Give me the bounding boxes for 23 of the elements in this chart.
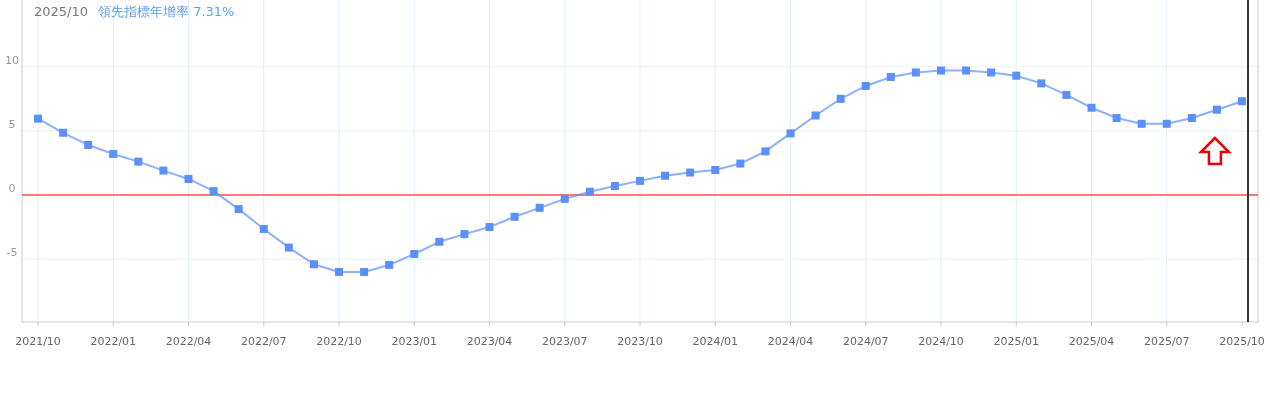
x-tick-label: 2023/07 [541,335,588,348]
x-tick-label: 2025/07 [1143,335,1190,348]
x-tick-label: 2024/04 [767,335,814,348]
x-tick-label: 2021/10 [15,335,61,348]
x-tick-label: 2022/07 [240,335,287,348]
x-tick-label: 2025/01 [993,335,1040,348]
x-tick-label: 2023/04 [466,335,513,348]
y-tick-label: 5 [8,117,16,131]
x-tick-label: 2024/10 [918,335,964,348]
y-tick-label: -5 [6,246,18,260]
chart-subtitle: 領先指標年增率 7.31% [98,4,235,19]
x-tick-label: 2023/01 [391,335,438,348]
x-tick-label: 2024/07 [842,335,889,348]
x-tick-label: 2022/01 [90,335,137,348]
y-tick-label: 0 [8,182,16,195]
x-tick-label: 2023/10 [617,335,663,348]
y-tick-label: 10 [5,53,19,67]
chart-title: 2025/10 [34,4,89,19]
x-tick-label: 2025/10 [1219,335,1265,348]
x-tick-label: 2025/04 [1068,335,1115,348]
x-tick-label: 2022/10 [316,335,362,348]
x-tick-label: 2022/04 [165,335,212,348]
x-tick-label: 2024/01 [692,335,739,348]
